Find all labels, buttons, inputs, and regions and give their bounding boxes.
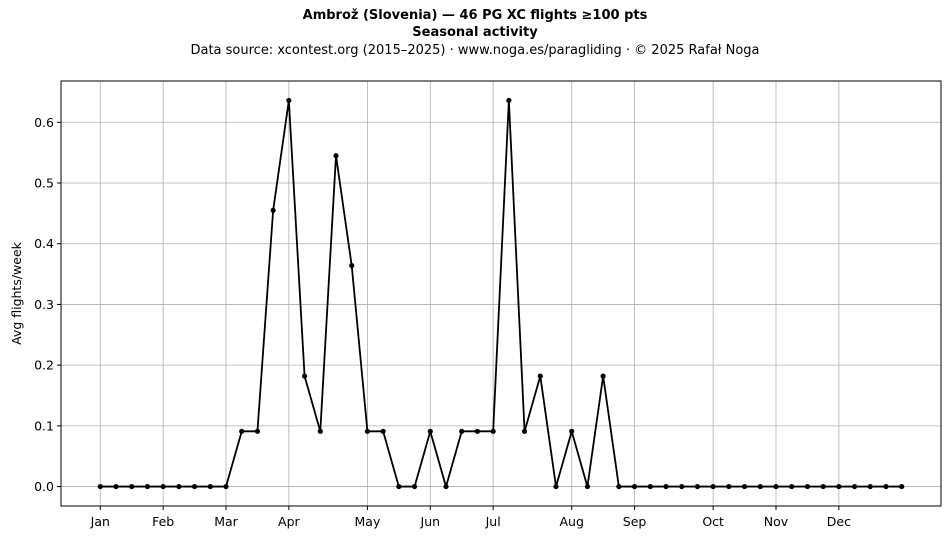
data-point <box>207 483 213 490</box>
data-point <box>710 483 716 490</box>
data-point <box>726 483 732 490</box>
x-axis-ticks: Jan Feb Mar Apr May Jun Jul Aug Sep Oct Nov Dec <box>90 506 851 529</box>
grid-lines <box>61 81 941 506</box>
y-tick-label: 0.3 <box>34 297 54 312</box>
plot-frame <box>60 80 942 507</box>
data-source-note: Data source: xcontest.org (2015–2025) · … <box>190 43 760 58</box>
data-point <box>553 483 559 490</box>
data-point <box>773 483 779 490</box>
data-point <box>679 483 685 490</box>
data-point <box>144 483 151 490</box>
x-tick-label: Sep <box>623 514 647 529</box>
y-tick-label: 0.0 <box>34 479 54 494</box>
data-point <box>820 483 826 490</box>
data-point <box>97 483 103 490</box>
data-point <box>113 483 119 490</box>
data-point <box>647 483 653 490</box>
y-tick-label: 0.4 <box>34 236 54 251</box>
y-tick-label: 0.6 <box>34 115 54 130</box>
y-axis-label: Avg flights/week <box>9 241 24 345</box>
data-point <box>537 373 543 379</box>
data-point <box>663 483 669 490</box>
data-point <box>789 483 795 490</box>
data-point <box>631 483 638 490</box>
data-point <box>380 428 386 434</box>
y-axis-ticks: 0.0 0.1 0.2 0.3 0.4 0.5 0.6 <box>34 115 61 494</box>
data-point <box>364 428 371 434</box>
data-point <box>490 428 496 434</box>
y-tick-label: 0.1 <box>34 418 54 433</box>
data-point <box>349 262 355 269</box>
data-point <box>741 483 748 490</box>
data-point <box>176 483 182 490</box>
x-tick-label: Jun <box>420 514 441 529</box>
data-point <box>600 373 606 379</box>
data-point <box>317 428 323 434</box>
data-point <box>239 428 245 434</box>
x-tick-label: Mar <box>214 514 238 529</box>
x-tick-label: Dec <box>827 514 851 529</box>
data-point <box>616 483 622 490</box>
data-point <box>521 428 528 434</box>
data-point <box>129 483 135 490</box>
y-tick-label: 0.2 <box>34 358 54 373</box>
data-point <box>569 428 575 434</box>
data-point <box>191 483 198 490</box>
data-point <box>223 483 229 490</box>
series-points <box>97 97 905 490</box>
data-point <box>427 428 433 434</box>
x-tick-label: Nov <box>764 514 789 529</box>
data-point <box>411 483 418 490</box>
data-point <box>584 483 591 490</box>
data-point <box>694 483 701 490</box>
data-point <box>867 483 873 490</box>
data-point <box>836 483 842 490</box>
data-point <box>899 483 905 490</box>
data-point <box>286 97 292 104</box>
data-point <box>333 153 339 159</box>
x-tick-label: Aug <box>560 514 584 529</box>
x-tick-label: Feb <box>152 514 174 529</box>
y-tick-label: 0.5 <box>34 176 54 191</box>
data-point <box>396 483 402 490</box>
x-tick-label: Jan <box>90 514 110 529</box>
data-point <box>270 207 276 213</box>
x-tick-label: Apr <box>278 514 300 529</box>
data-point <box>757 483 763 490</box>
series-line <box>100 99 902 488</box>
data-point <box>459 428 465 434</box>
x-tick-label: May <box>355 514 381 529</box>
data-point <box>254 428 261 434</box>
data-point <box>851 483 858 490</box>
data-point <box>506 97 512 104</box>
x-tick-label: Jul <box>485 514 501 529</box>
data-point <box>301 373 308 379</box>
chart-subtitle: Seasonal activity <box>412 25 538 40</box>
data-point <box>443 483 449 490</box>
chart-title: Ambrož (Slovenia) — 46 PG XC flights ≥10… <box>302 8 648 23</box>
data-point <box>160 483 166 490</box>
data-point <box>883 483 889 490</box>
x-tick-label: Oct <box>702 514 724 529</box>
data-point <box>804 483 811 490</box>
data-point <box>474 428 481 434</box>
